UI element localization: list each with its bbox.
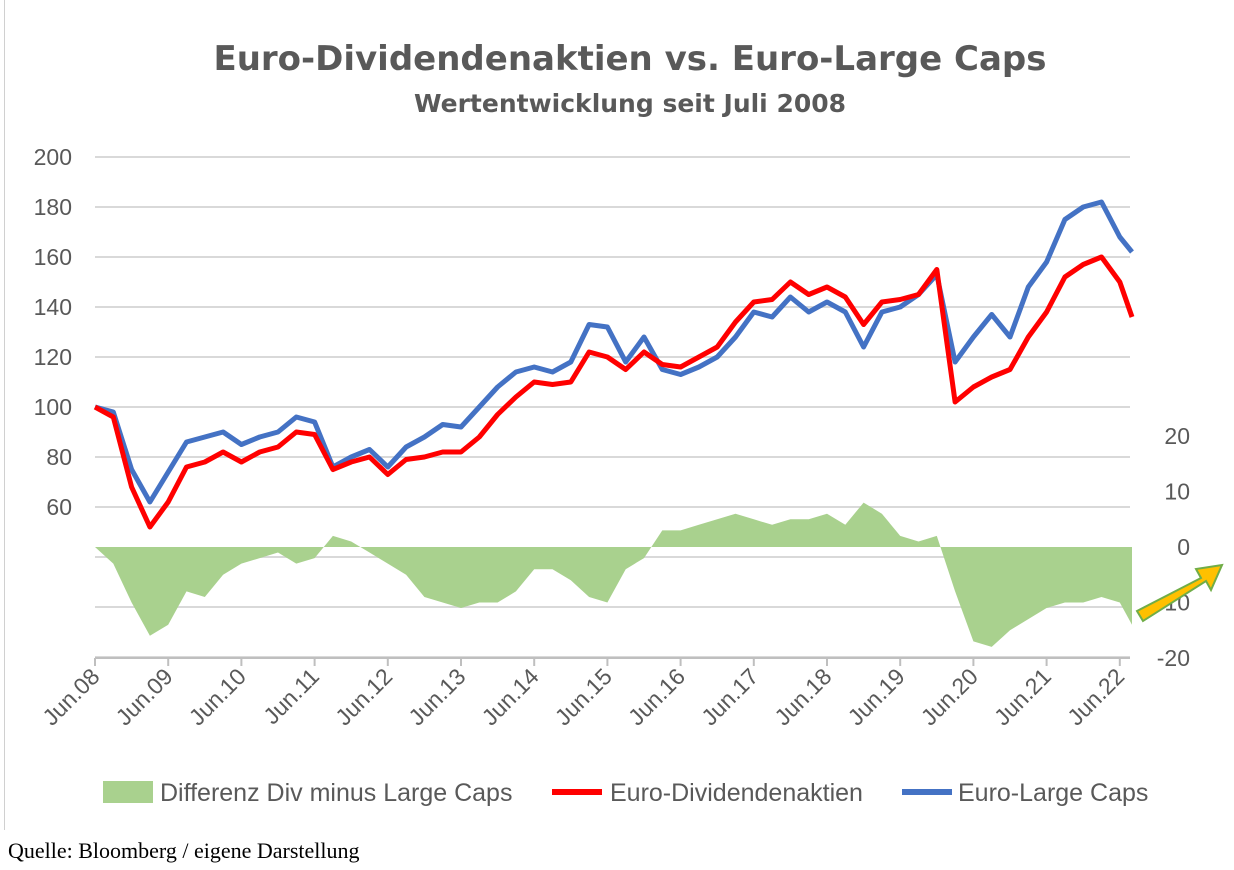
x-tick-label: Jun.09 [111,663,178,730]
right-tick-label: 10 [1164,479,1190,505]
right-axis: -20-1001020 [1157,423,1190,671]
legend-label-largecaps: Euro-Large Caps [958,779,1148,807]
left-tick-label: 180 [34,194,72,220]
left-tick-label: 200 [34,144,72,170]
largecaps-line [94,199,1134,505]
x-tick-label: Jun.19 [843,663,910,730]
x-tick-label: Jun.14 [477,663,544,730]
x-tick-label: Jun.18 [769,663,836,730]
x-tick-label: Jun.21 [989,663,1056,730]
legend-swatch-difference [103,781,153,803]
difference-area [95,502,1132,647]
lines-layer [93,199,1135,530]
x-tick-label: Jun.16 [623,663,690,730]
left-axis: 60 80 100 120 140 160 180 200 [34,144,72,520]
x-tick-label: Jun.22 [1062,663,1129,730]
left-tick-label: 140 [34,294,72,320]
chart-subtitle: Wertentwicklung seit Juli 2008 [414,89,846,118]
left-tick-label: 160 [34,244,72,270]
left-tick-label: 60 [46,494,72,520]
left-tick-label: 80 [46,444,72,470]
chart-title: Euro-Dividendenaktien vs. Euro-Large Cap… [213,39,1046,79]
right-tick-label: 20 [1164,423,1190,449]
legend-label-difference: Differenz Div minus Large Caps [160,779,512,807]
source-note: Quelle: Bloomberg / eigene Darstellung [8,838,360,863]
dividend-line [93,254,1135,530]
x-axis: Jun.08 Jun.09 Jun.10 Jun.11 Jun.12 Jun.13 Jun.… [37,657,1130,730]
x-tick-label: Jun.15 [550,663,617,730]
arrow-annotation-icon [1135,563,1224,623]
x-tick-label: Jun.20 [916,663,983,730]
right-tick-label: -20 [1157,645,1190,671]
difference-area-layer [95,502,1132,647]
right-tick-label: 0 [1177,534,1190,560]
x-tick-label: Jun.12 [330,663,397,730]
x-tick-label: Jun.10 [184,663,251,730]
x-tick-label: Jun.08 [37,663,104,730]
left-border-rule [4,0,5,830]
x-tick-label: Jun.17 [696,663,763,730]
x-tick-label: Jun.13 [403,663,470,730]
legend-label-dividend: Euro-Dividendenaktien [610,779,863,807]
left-tick-label: 100 [34,394,72,420]
left-tick-label: 120 [34,344,72,370]
legend: Differenz Div minus Large Caps Euro-Divi… [103,779,1148,807]
x-tick-label: Jun.11 [258,663,324,729]
